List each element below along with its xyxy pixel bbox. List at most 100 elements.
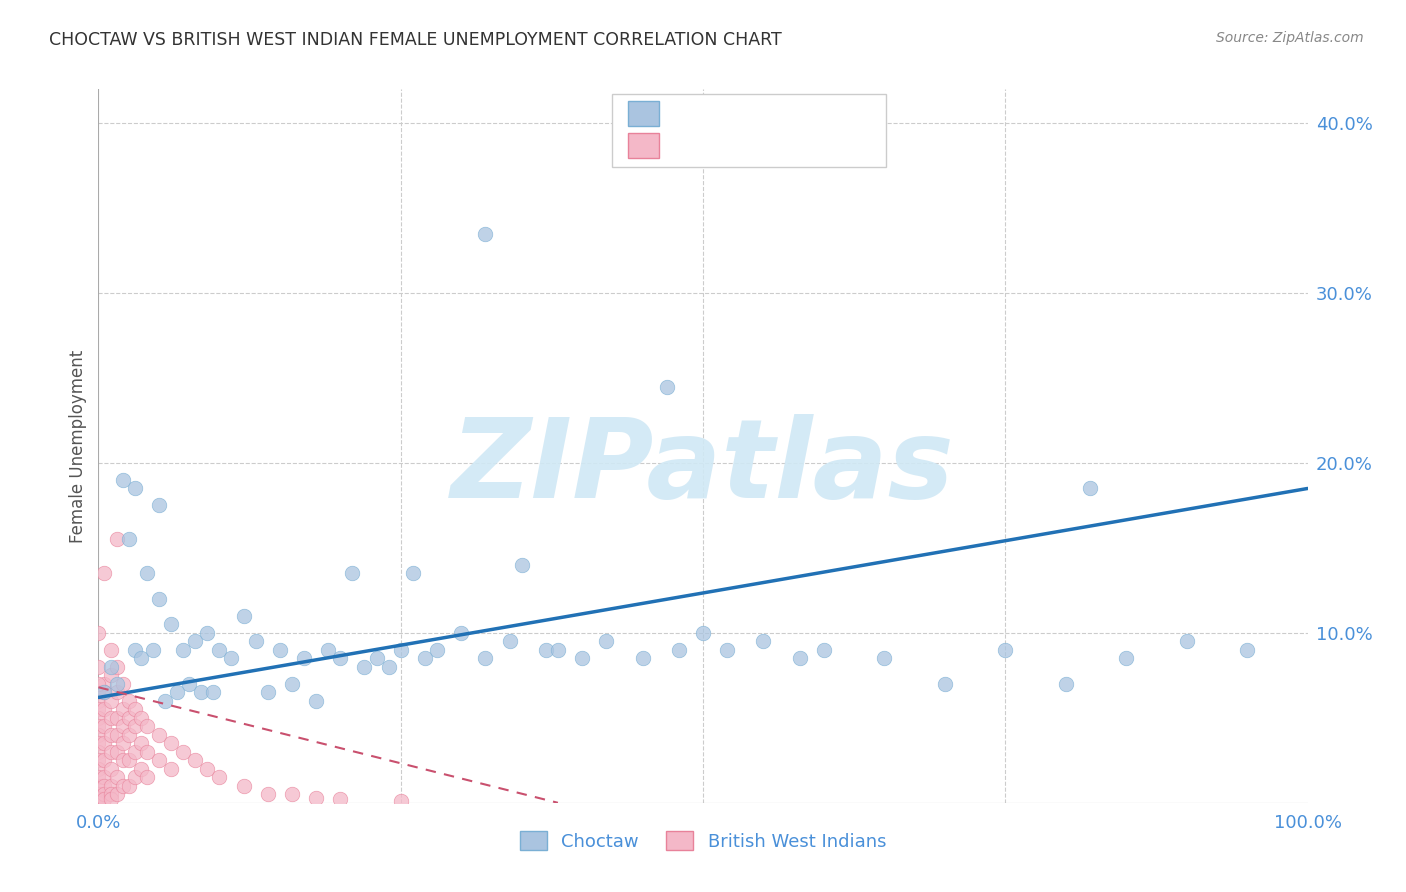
Point	[100, 728, 122, 742]
Point	[87, 694, 110, 708]
Point	[148, 591, 170, 606]
Point	[118, 533, 141, 547]
Point	[100, 792, 122, 806]
Point	[100, 660, 122, 674]
Point	[105, 685, 128, 699]
Point	[100, 694, 122, 708]
Point	[316, 643, 339, 657]
Point	[179, 677, 201, 691]
Point	[93, 685, 115, 699]
Point	[87, 796, 110, 810]
Point	[389, 794, 412, 808]
Point	[281, 787, 304, 801]
Point	[160, 762, 183, 776]
Point	[1115, 651, 1137, 665]
Point	[111, 719, 134, 733]
Point	[184, 753, 207, 767]
Point	[202, 685, 225, 699]
Point	[305, 694, 328, 708]
Point	[498, 634, 520, 648]
Point	[87, 770, 110, 784]
Point	[93, 719, 115, 733]
Point	[87, 762, 110, 776]
Point	[118, 728, 141, 742]
Point	[129, 711, 152, 725]
Point	[87, 745, 110, 759]
Point	[135, 745, 157, 759]
Point	[93, 753, 115, 767]
Point	[87, 753, 110, 767]
Point	[172, 745, 194, 759]
Point	[148, 753, 170, 767]
Point	[105, 745, 128, 759]
Point	[208, 770, 231, 784]
Point	[93, 770, 115, 784]
Point	[87, 787, 110, 801]
Point	[111, 736, 134, 750]
Point	[934, 677, 956, 691]
Point	[87, 660, 110, 674]
Point	[873, 651, 896, 665]
Point	[208, 643, 231, 657]
Point	[87, 711, 110, 725]
Point	[118, 694, 141, 708]
Text: R = -0.164   N = 87: R = -0.164 N = 87	[676, 136, 853, 154]
Point	[105, 660, 128, 674]
Point	[87, 677, 110, 691]
Point	[413, 651, 436, 665]
Point	[124, 702, 146, 716]
Point	[534, 643, 557, 657]
Point	[111, 753, 134, 767]
Point	[184, 634, 207, 648]
Point	[87, 736, 110, 750]
Point	[87, 796, 110, 810]
Point	[100, 668, 122, 682]
Point	[716, 643, 738, 657]
Point	[105, 711, 128, 725]
Point	[124, 643, 146, 657]
Point	[813, 643, 835, 657]
Point	[105, 677, 128, 691]
Point	[93, 779, 115, 793]
Point	[474, 651, 496, 665]
Point	[87, 719, 110, 733]
Point	[118, 753, 141, 767]
Point	[100, 787, 122, 801]
Point	[93, 787, 115, 801]
Point	[245, 634, 267, 648]
Point	[135, 566, 157, 581]
Point	[129, 762, 152, 776]
Point	[129, 736, 152, 750]
Point	[595, 634, 617, 648]
Point	[221, 651, 243, 665]
Point	[118, 779, 141, 793]
Point	[1078, 482, 1101, 496]
Point	[281, 677, 304, 691]
Point	[789, 651, 811, 665]
Point	[111, 473, 134, 487]
Point	[153, 694, 176, 708]
Point	[305, 790, 328, 805]
Point	[269, 643, 291, 657]
Point	[124, 745, 146, 759]
Point	[111, 779, 134, 793]
Text: Source: ZipAtlas.com: Source: ZipAtlas.com	[1216, 31, 1364, 45]
Point	[1175, 634, 1198, 648]
Point	[87, 790, 110, 805]
Point	[142, 643, 165, 657]
Point	[366, 651, 388, 665]
Point	[292, 651, 315, 665]
Point	[148, 728, 170, 742]
Point	[135, 770, 157, 784]
Point	[100, 711, 122, 725]
Point	[655, 379, 678, 393]
Text: CHOCTAW VS BRITISH WEST INDIAN FEMALE UNEMPLOYMENT CORRELATION CHART: CHOCTAW VS BRITISH WEST INDIAN FEMALE UN…	[49, 31, 782, 49]
Point	[571, 651, 593, 665]
Text: ZIPatlas: ZIPatlas	[451, 414, 955, 521]
Point	[87, 685, 110, 699]
Point	[111, 702, 134, 716]
Point	[474, 227, 496, 241]
Point	[160, 736, 183, 750]
Point	[256, 685, 278, 699]
Point	[93, 736, 115, 750]
